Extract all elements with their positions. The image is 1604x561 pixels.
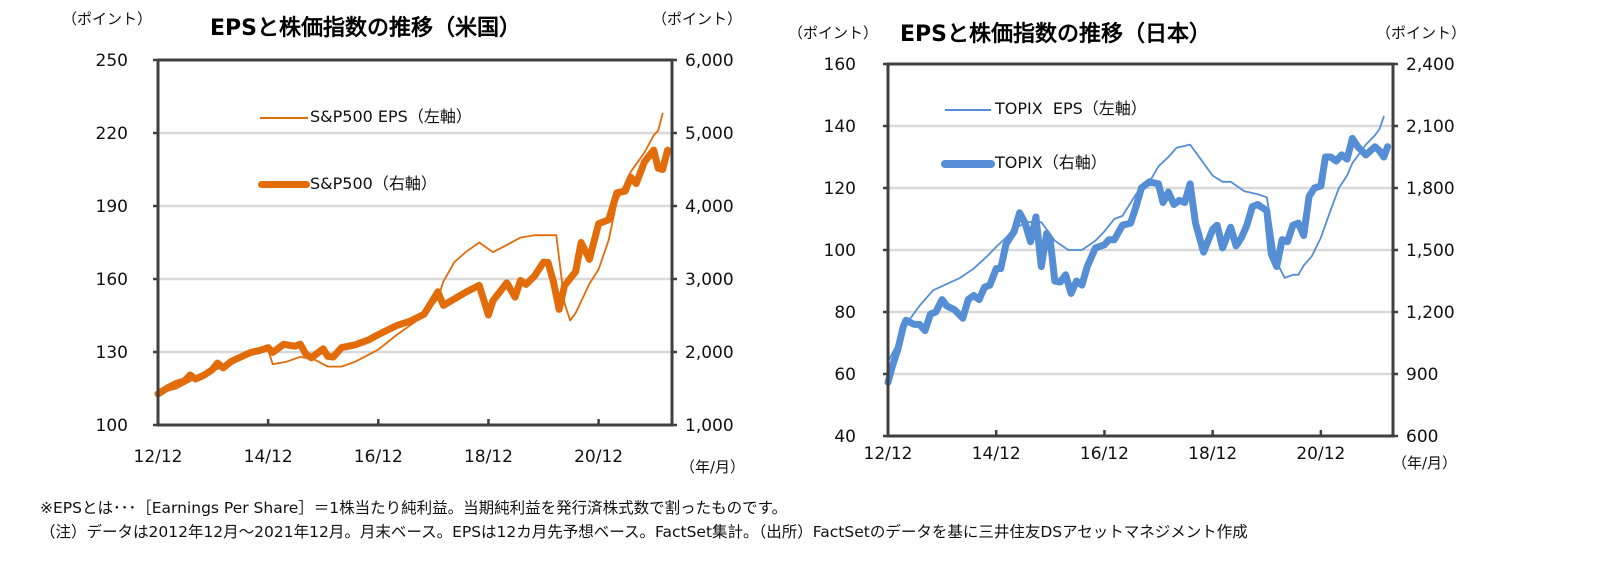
us-right-tick-label: 4,000 [685, 197, 734, 217]
jp-left-tick-label: 80 [834, 303, 856, 323]
us-legend-index-label: S&P500（右軸） [310, 174, 437, 193]
us-left-tick-label: 220 [96, 124, 128, 144]
us-legend-eps-swatch [260, 116, 308, 119]
us-chart-title: EPSと株価指数の推移（米国） [210, 16, 521, 41]
footnote-source: （注）データは2012年12月～2021年12月。月末ベース。EPSは12カ月先… [40, 523, 1248, 541]
jp-left-axis-unit: （ポイント） [788, 24, 879, 42]
jp-x-tick-label: 14/12 [972, 444, 1021, 464]
jp-legend-eps-label: TOPIX EPS（左軸） [995, 99, 1147, 118]
jp-right-tick-label: 2,100 [1406, 117, 1455, 137]
jp-eps-line [887, 115, 1385, 363]
jp-right-tick-label: 900 [1406, 365, 1438, 385]
footnote-eps-definition: ※EPSとは･･･［Earnings Per Share］＝1株当たり純利益。当… [40, 499, 788, 517]
jp-left-tick-label: 120 [824, 179, 856, 199]
jp-plot-frame [886, 62, 1395, 438]
us-legend-eps: S&P500 EPS（左軸） [260, 103, 472, 127]
us-x-tick-label: 12/12 [134, 447, 183, 467]
jp-right-tick-label: 1,500 [1406, 241, 1455, 261]
jp-chart-title: EPSと株価指数の推移（日本） [900, 22, 1211, 47]
us-left-tick-label: 190 [96, 197, 128, 217]
jp-right-axis-unit: （ポイント） [1376, 24, 1467, 42]
jp-x-tick-label: 12/12 [864, 444, 913, 464]
jp-right-tick-label: 600 [1406, 427, 1438, 447]
us-right-tick-label: 3,000 [685, 270, 734, 290]
jp-right-tick-label: 1,800 [1406, 179, 1455, 199]
us-left-tick-label: 250 [96, 51, 128, 71]
jp-index-line [884, 134, 1392, 386]
jp-left-tick-label: 100 [824, 241, 856, 261]
us-x-tick-label: 20/12 [574, 447, 623, 467]
us-right-tick-label: 2,000 [685, 343, 734, 363]
us-left-tick-label: 130 [96, 343, 128, 363]
us-legend-eps-label: S&P500 EPS（左軸） [310, 107, 472, 126]
us-left-tick-label: 100 [96, 416, 128, 436]
us-index-line [154, 146, 672, 398]
jp-legend-index-label: TOPIX（右軸） [995, 153, 1107, 172]
jp-right-tick-label: 1,200 [1406, 303, 1455, 323]
us-legend-index-swatch [258, 181, 310, 188]
us-left-axis-unit: （ポイント） [62, 10, 153, 28]
jp-left-tick-label: 60 [834, 365, 856, 385]
jp-legend-index-swatch [941, 159, 995, 168]
us-left-tick-label: 160 [96, 270, 128, 290]
jp-x-tick-label: 20/12 [1296, 444, 1345, 464]
us-plot-frame [156, 58, 674, 427]
jp-x-axis-unit: （年/月） [1392, 454, 1458, 472]
us-legend-index: S&P500（右軸） [258, 170, 437, 194]
jp-legend-index: TOPIX（右軸） [941, 149, 1107, 173]
us-right-axis-unit: （ポイント） [652, 10, 743, 28]
us-x-tick-label: 14/12 [244, 447, 293, 467]
jp-x-tick-label: 18/12 [1188, 444, 1237, 464]
us-x-tick-label: 18/12 [464, 447, 513, 467]
jp-left-tick-label: 160 [824, 55, 856, 75]
us-right-tick-label: 6,000 [685, 51, 734, 71]
us-right-tick-label: 5,000 [685, 124, 734, 144]
jp-legend-eps-swatch [945, 108, 991, 111]
jp-left-tick-label: 140 [824, 117, 856, 137]
us-x-axis-unit: （年/月） [680, 458, 746, 476]
jp-right-tick-label: 2,400 [1406, 55, 1455, 75]
jp-left-tick-label: 40 [834, 427, 856, 447]
us-x-tick-label: 16/12 [354, 447, 403, 467]
us-right-tick-label: 1,000 [685, 416, 734, 436]
jp-x-tick-label: 16/12 [1080, 444, 1129, 464]
jp-legend-eps: TOPIX EPS（左軸） [945, 95, 1147, 119]
